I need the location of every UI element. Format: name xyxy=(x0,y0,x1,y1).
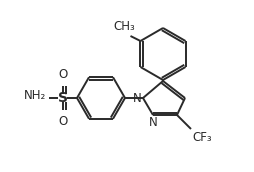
Text: O: O xyxy=(58,115,67,128)
Text: S: S xyxy=(58,91,68,105)
Text: N: N xyxy=(148,116,157,129)
Text: O: O xyxy=(58,68,67,81)
Text: CH₃: CH₃ xyxy=(113,20,135,33)
Text: CF₃: CF₃ xyxy=(191,131,211,144)
Text: NH₂: NH₂ xyxy=(24,89,46,101)
Text: N: N xyxy=(133,92,141,105)
